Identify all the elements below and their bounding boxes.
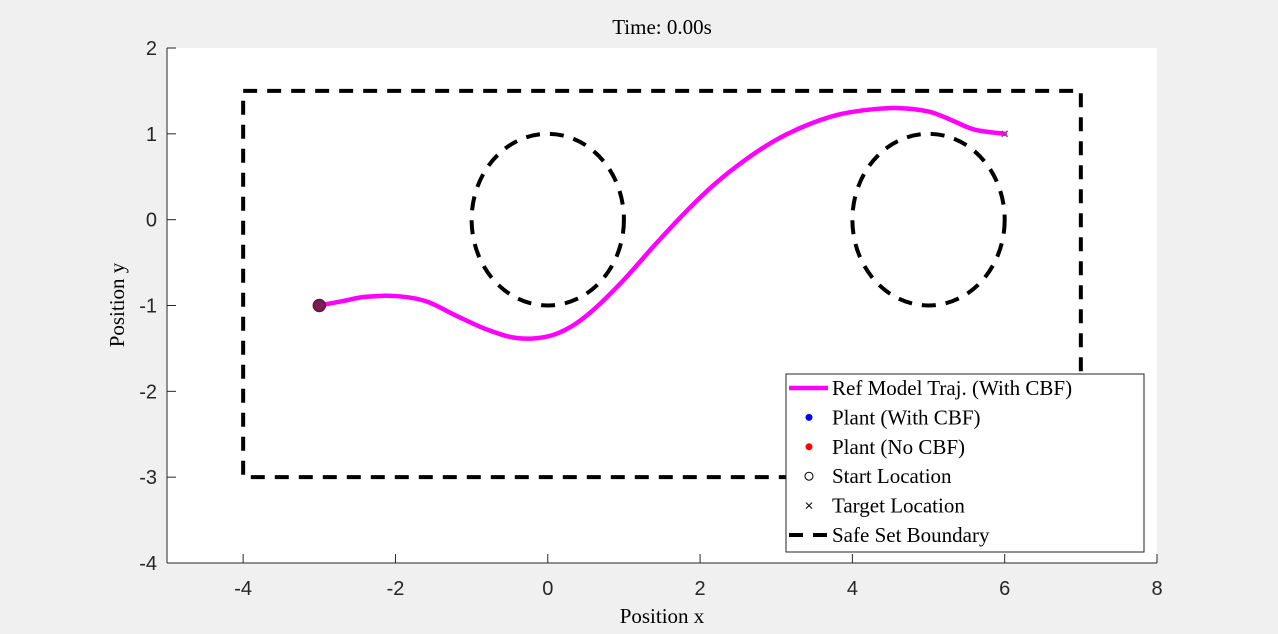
legend-label: Plant (With CBF) xyxy=(832,405,981,429)
safe-set-boundary xyxy=(241,88,1083,480)
y-axis-label: Position y xyxy=(105,262,129,347)
start-location-marker xyxy=(312,298,327,313)
x-tick-label: -2 xyxy=(387,578,405,600)
y-tick-label: -2 xyxy=(139,381,157,403)
axes-box xyxy=(166,48,1157,564)
legend-dot-swatch xyxy=(805,413,813,421)
x-tick-label: 2 xyxy=(695,578,706,600)
legend-label: Target Location xyxy=(832,494,965,518)
chart-title: Time: 0.00s xyxy=(612,15,712,39)
y-tick-label: 2 xyxy=(146,38,157,60)
x-tick-label: 8 xyxy=(1151,578,1162,600)
legend-box xyxy=(785,373,1145,553)
legend-item: Safe Set Boundary xyxy=(789,523,990,547)
legend-item: Plant (With CBF) xyxy=(805,405,981,429)
position-markers xyxy=(312,130,1009,313)
y-tick-label: -4 xyxy=(139,553,157,575)
legend-item: Start Location xyxy=(804,464,952,488)
ref-model-trajectory xyxy=(317,105,1007,341)
legend: Ref Model Traj. (With CBF) Plant (With CB… xyxy=(785,373,1145,553)
y-tick-label: -3 xyxy=(139,467,157,489)
axes-ticks: -4 -2 0 2 4 6 8 -4 -3 -2 -1 0 1 2 xyxy=(139,38,1162,600)
legend-label: Start Location xyxy=(832,464,952,488)
y-tick-label: 0 xyxy=(146,210,157,232)
target-location-marker xyxy=(1001,130,1009,138)
y-tick-label: 1 xyxy=(146,124,157,146)
obstacle-circle-right xyxy=(850,131,1007,308)
legend-dot-swatch xyxy=(805,443,813,451)
x-tick-label: -4 xyxy=(234,578,252,600)
safe-set-rectangle xyxy=(241,88,1083,480)
legend-label: Ref Model Traj. (With CBF) xyxy=(832,376,1072,400)
legend-item: Target Location xyxy=(805,494,965,518)
legend-circle-swatch xyxy=(804,471,814,481)
legend-label: Plant (No CBF) xyxy=(832,435,965,459)
x-tick-label: 4 xyxy=(847,578,858,600)
legend-item: Plant (No CBF) xyxy=(805,435,965,459)
y-tick-label: -1 xyxy=(139,296,157,318)
x-tick-label: 0 xyxy=(542,578,553,600)
x-tick-label: 6 xyxy=(999,578,1010,600)
legend-item: Ref Model Traj. (With CBF) xyxy=(789,376,1072,400)
legend-label: Safe Set Boundary xyxy=(832,523,990,547)
obstacle-circle-left xyxy=(469,131,626,308)
x-axis-label: Position x xyxy=(620,604,705,628)
